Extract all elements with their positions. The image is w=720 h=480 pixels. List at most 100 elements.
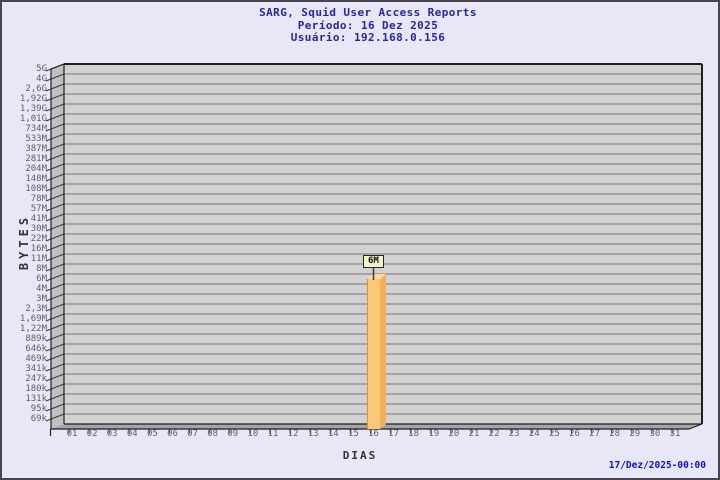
generation-timestamp: 17/Dez/2025-00:00 <box>608 460 706 471</box>
y-tick-label: 148M <box>25 174 47 184</box>
y-tick-label: 204M <box>25 164 47 174</box>
y-tick-label: 4G <box>36 74 47 84</box>
y-tick-label: 1,01G <box>19 114 47 124</box>
x-tick-label: 15 <box>347 429 359 439</box>
x-tick-label: 18 <box>408 429 420 439</box>
y-tick-label: 387M <box>25 144 47 154</box>
y-tick-label: 281M <box>25 154 47 164</box>
x-tick-label: 02 <box>86 429 98 439</box>
y-tick-wall <box>45 273 65 282</box>
y-tick-wall <box>45 343 65 352</box>
y-tick-label: 1,39G <box>19 104 47 114</box>
y-tick-wall <box>45 103 65 112</box>
y-tick-wall <box>45 293 65 302</box>
chart-header: SARG, Squid User Access Reports Período:… <box>8 6 718 45</box>
x-axis-title: DIAS <box>342 449 378 462</box>
y-tick-wall <box>45 213 65 222</box>
y-tick-label: 131k <box>25 394 47 404</box>
y-tick-label: 57M <box>30 204 47 214</box>
y-tick-wall <box>45 303 65 312</box>
y-tick-label: 69k <box>30 414 47 424</box>
y-axis-title: BYTES <box>17 213 31 271</box>
x-tick-label: 19 <box>428 429 440 439</box>
y-tick-label: 6M <box>36 274 47 284</box>
x-tick-label: 22 <box>488 429 500 439</box>
y-tick-wall <box>45 123 65 132</box>
x-tick-label: 05 <box>146 429 158 439</box>
x-tick-label: 03 <box>106 429 118 439</box>
x-tick-label: 01 <box>66 429 78 439</box>
y-tick-wall <box>45 403 65 412</box>
x-tick-label: 12 <box>287 429 299 439</box>
x-tick-label: 30 <box>649 429 661 439</box>
x-tick-label: 20 <box>448 429 460 439</box>
y-tick-label: 180k <box>25 384 47 394</box>
y-tick-wall <box>45 263 65 272</box>
x-tick-label: 11 <box>267 429 279 439</box>
x-tick-label: 21 <box>468 429 480 439</box>
y-tick-wall <box>45 393 65 402</box>
x-tick-label: 10 <box>247 429 259 439</box>
x-tick-label: 08 <box>207 429 219 439</box>
y-tick-wall <box>45 233 65 242</box>
bar-front-face <box>367 279 380 429</box>
y-tick-label: 16M <box>30 244 47 254</box>
y-tick-label: 4M <box>36 284 47 294</box>
x-tick-label: 25 <box>548 429 560 439</box>
y-tick-wall <box>45 223 65 232</box>
x-tick-label: 17 <box>388 429 400 439</box>
x-tick-label: 14 <box>327 429 339 439</box>
y-tick-label: 247k <box>25 374 47 384</box>
y-tick-wall <box>45 133 65 142</box>
y-tick-label: 734M <box>25 124 47 134</box>
y-tick-label: 889k <box>25 334 47 344</box>
y-tick-wall <box>45 253 65 262</box>
chart-user-subtitle: Usuário: 192.168.0.156 <box>290 31 446 44</box>
y-tick-wall <box>45 113 65 122</box>
y-tick-label: 3M <box>36 294 47 304</box>
y-tick-wall <box>45 173 65 182</box>
x-tick-label: 13 <box>307 429 319 439</box>
wall-top-edge <box>50 63 65 70</box>
y-tick-label: 22M <box>30 234 47 244</box>
bar-value-label: 6M <box>363 255 384 268</box>
y-tick-label: 78M <box>30 194 47 204</box>
y-tick-label: 2,6G <box>25 84 47 94</box>
floor-right-edge <box>688 423 703 430</box>
y-tick-label: 1,92G <box>19 94 47 104</box>
y-tick-wall <box>45 153 65 162</box>
y-tick-wall <box>45 333 65 342</box>
y-tick-wall <box>45 163 65 172</box>
x-tick-label: 04 <box>126 429 138 439</box>
y-tick-wall <box>45 73 65 82</box>
y-tick-label: 30M <box>30 224 47 234</box>
y-tick-wall <box>45 323 65 332</box>
y-tick-label: 533M <box>25 134 47 144</box>
y-tick-label: 5G <box>36 64 47 74</box>
y-tick-label: 1,69M <box>19 314 47 324</box>
x-tick-label: 16 <box>368 429 379 439</box>
y-tick-wall <box>45 363 65 372</box>
x-tick-label: 31 <box>669 429 681 439</box>
y-tick-label: 11M <box>30 254 47 264</box>
x-tick-label: 27 <box>589 429 601 439</box>
x-tick-label: 24 <box>528 429 540 439</box>
y-tick-wall <box>45 353 65 362</box>
bar-side-face <box>380 274 386 429</box>
y-tick-wall <box>45 373 65 382</box>
y-tick-wall <box>45 413 65 422</box>
y-tick-wall <box>45 193 65 202</box>
y-tick-label: 95k <box>30 404 47 414</box>
y-tick-label: 646k <box>25 344 47 354</box>
y-tick-wall <box>45 243 65 252</box>
y-tick-label: 2,3M <box>25 304 47 314</box>
chart-period-subtitle: Período: 16 Dez 2025 <box>297 18 439 32</box>
y-tick-label: 8M <box>36 264 47 274</box>
y-tick-wall <box>45 383 65 392</box>
y-tick-wall <box>45 183 65 192</box>
y-tick-label: 108M <box>25 184 47 194</box>
y-tick-wall <box>45 283 65 292</box>
y-tick-label: 341k <box>25 364 47 374</box>
x-tick-label: 29 <box>629 429 641 439</box>
